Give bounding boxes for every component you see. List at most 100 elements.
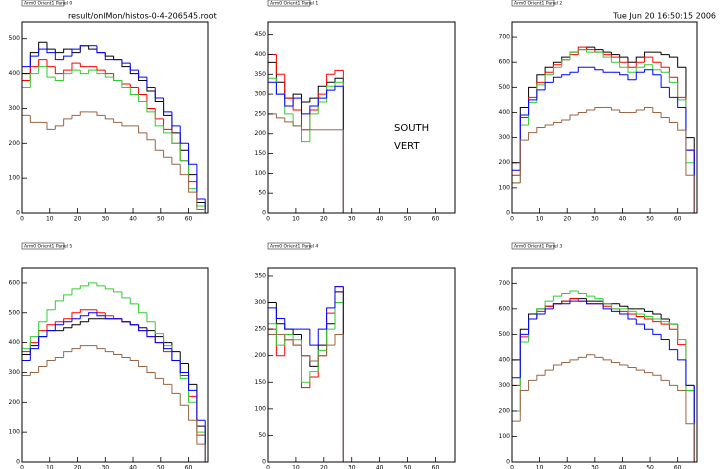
histogram-bin [552, 295, 562, 302]
histogram-bin [22, 114, 31, 213]
histogram-bin [660, 321, 670, 325]
histogram-bin [685, 359, 695, 386]
x-tick-label: 50 [404, 465, 412, 469]
histogram-bin [677, 349, 686, 361]
y-tick-label: 100 [499, 433, 511, 440]
histogram-bin [334, 286, 344, 308]
title-box [21, 242, 65, 250]
histogram-bin [71, 324, 81, 328]
histogram-bin [652, 319, 662, 323]
histogram-bin [54, 300, 64, 310]
histogram-bin [29, 371, 39, 376]
histogram-bin [552, 76, 562, 83]
histogram-bin [292, 97, 302, 107]
x-tick-label: 50 [157, 216, 165, 223]
histogram-bin [275, 113, 285, 119]
y-tick-label: 50 [258, 190, 266, 197]
y-tick-label: 450 [255, 31, 267, 38]
histogram-bin [552, 66, 562, 75]
histogram-bin [96, 282, 106, 287]
x-tick-label: 60 [674, 216, 682, 223]
histogram-bin [79, 309, 89, 313]
x-tick-label: 30 [348, 465, 356, 469]
histogram-bin [652, 107, 662, 113]
histogram-bin [300, 125, 310, 143]
histogram-bin [326, 344, 335, 356]
histogram-bin [129, 87, 139, 95]
histogram-bin [644, 69, 653, 73]
y-tick-label: 600 [499, 305, 511, 312]
histogram-bin [71, 114, 81, 119]
y-tick-label: 500 [499, 84, 511, 91]
histogram-bin [154, 111, 164, 127]
histogram-bin [46, 324, 56, 331]
histogram-bin [300, 345, 310, 357]
histogram-bin [544, 300, 554, 309]
x-tick-label: 30 [591, 465, 599, 469]
histogram-bin [635, 66, 645, 73]
histogram-bin [284, 318, 294, 330]
histogram-bin [635, 319, 645, 325]
histogram-bin [284, 94, 294, 107]
y-tick-label: 0 [262, 210, 266, 217]
histogram-bin [163, 125, 172, 134]
histogram-bin [627, 308, 637, 312]
x-tick-label: 60 [432, 216, 440, 223]
histogram-bin [71, 69, 81, 74]
y-tick-label: 400 [9, 70, 21, 77]
histogram-bin [610, 359, 620, 363]
histogram-bin [660, 334, 670, 340]
histogram-bin [196, 192, 206, 211]
histogram-bin [552, 303, 562, 309]
histogram-bin [104, 73, 114, 78]
histogram-bin [88, 69, 97, 74]
histogram-bin [54, 52, 64, 61]
histogram-bin [586, 49, 595, 53]
y-tick-label: 300 [255, 299, 267, 306]
histogram-bin [38, 66, 47, 74]
panel-title: Arm0 Orient1 Panel 0 [24, 1, 72, 7]
x-tick-label: 50 [646, 216, 654, 223]
histogram-bin [71, 288, 81, 295]
histogram-bin [602, 52, 612, 58]
histogram-bin [275, 323, 285, 346]
histogram-bin [179, 143, 189, 162]
histogram-bin [536, 127, 546, 133]
plot-frame [267, 21, 456, 214]
histogram-bin [561, 59, 570, 68]
histogram-bin [668, 72, 678, 83]
histogram-bin [309, 371, 319, 383]
histogram-bin [121, 318, 131, 323]
histogram-bin [561, 361, 570, 365]
histogram-bin [79, 45, 89, 50]
histogram-bin [163, 378, 172, 385]
y-tick-label: 350 [255, 272, 267, 279]
histogram-bin [512, 162, 521, 213]
histogram-bin [121, 122, 131, 127]
histogram-bin [188, 372, 197, 391]
histogram-bin [71, 62, 81, 71]
histogram-bin [171, 157, 181, 165]
histogram-bin [154, 372, 164, 379]
histogram-bin [668, 117, 678, 124]
histogram-bin [569, 51, 579, 60]
histogram-bin [577, 46, 587, 55]
histogram-bin [677, 122, 686, 131]
x-tick-label: 10 [46, 216, 54, 223]
histogram-bin [104, 285, 114, 290]
x-tick-label: 10 [46, 465, 54, 469]
histogram-bin [512, 377, 521, 462]
y-tick-label: 500 [499, 331, 511, 338]
histogram-bin [54, 357, 64, 361]
y-tick-label: 200 [9, 399, 21, 406]
histogram-bin [644, 51, 653, 58]
histogram-bin [22, 360, 31, 462]
histogram-bin [652, 316, 662, 320]
histogram-bin [63, 73, 72, 81]
histogram-bin [544, 124, 554, 128]
histogram-bin [54, 66, 64, 75]
histogram-bin [63, 318, 72, 322]
histogram-bin [317, 328, 327, 346]
histogram-bin [577, 111, 587, 115]
